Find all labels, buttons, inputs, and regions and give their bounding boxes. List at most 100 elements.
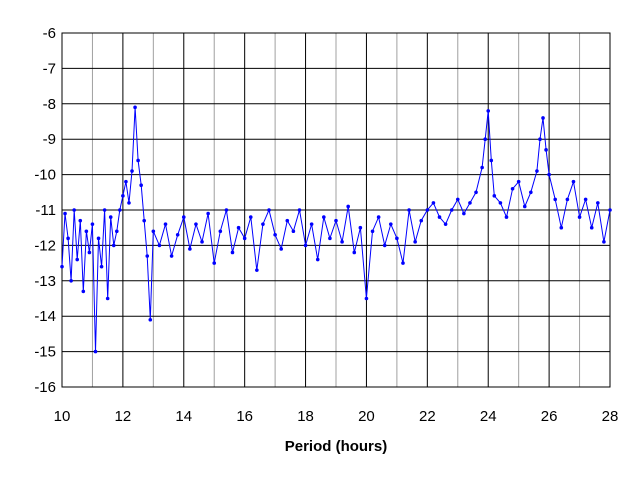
data-point xyxy=(124,179,128,184)
data-point xyxy=(163,222,168,226)
data-point xyxy=(285,218,290,223)
data-point xyxy=(169,254,174,258)
data-point xyxy=(279,247,284,251)
data-point xyxy=(66,236,70,241)
data-point xyxy=(559,225,564,230)
data-point xyxy=(60,264,64,269)
data-point xyxy=(148,317,153,322)
data-point xyxy=(212,261,217,265)
y-tick-label: -7 xyxy=(43,60,56,77)
data-point xyxy=(218,229,223,234)
x-tick-label: 28 xyxy=(602,408,619,425)
data-point xyxy=(596,201,600,205)
data-point xyxy=(248,215,253,219)
data-point xyxy=(63,211,67,216)
data-series xyxy=(60,105,612,354)
major-gridlines xyxy=(61,32,611,388)
data-point xyxy=(401,261,405,265)
y-tick-label: -6 xyxy=(43,25,56,42)
data-point xyxy=(565,197,570,202)
data-point xyxy=(102,208,107,212)
y-tick-label: -14 xyxy=(34,308,56,325)
data-point xyxy=(200,240,204,244)
data-point xyxy=(395,236,399,241)
data-point xyxy=(328,236,332,241)
data-point xyxy=(553,197,557,202)
data-point xyxy=(99,264,104,269)
data-point xyxy=(431,201,436,205)
y-tick-label: -11 xyxy=(35,202,56,219)
data-point xyxy=(376,215,381,219)
data-point xyxy=(608,208,612,212)
data-point xyxy=(69,279,73,283)
data-point xyxy=(382,243,387,248)
data-point xyxy=(230,250,235,255)
data-point xyxy=(480,165,484,170)
data-point xyxy=(535,169,539,173)
data-point xyxy=(273,232,277,237)
x-tick-label: 10 xyxy=(54,408,71,425)
data-point xyxy=(544,148,548,152)
x-tick-label: 14 xyxy=(175,408,192,425)
x-tick-label: 16 xyxy=(236,408,253,425)
data-point xyxy=(87,250,92,255)
data-point xyxy=(206,211,210,216)
data-point xyxy=(413,240,417,244)
data-point xyxy=(111,243,116,248)
data-point xyxy=(468,201,472,205)
data-point xyxy=(541,116,545,120)
data-point xyxy=(547,172,551,177)
y-tick-label: -15 xyxy=(34,344,56,361)
data-point xyxy=(224,208,229,212)
data-point xyxy=(334,218,338,223)
data-point xyxy=(443,222,448,226)
data-point xyxy=(108,215,113,219)
data-point xyxy=(139,183,143,188)
series-line xyxy=(61,107,611,352)
x-tick-label: 18 xyxy=(297,408,314,425)
data-point xyxy=(483,137,487,141)
x-tick-label: 26 xyxy=(541,408,558,425)
data-point xyxy=(142,218,146,223)
data-point xyxy=(352,250,357,255)
y-tick-label: -9 xyxy=(43,131,56,148)
data-point xyxy=(370,229,375,234)
data-point xyxy=(105,296,110,301)
x-axis-title: Period (hours) xyxy=(285,438,388,455)
data-point xyxy=(81,289,86,294)
data-point xyxy=(188,247,192,251)
data-point xyxy=(130,169,134,173)
data-point xyxy=(571,179,576,184)
data-point xyxy=(577,215,582,219)
data-point xyxy=(346,204,350,209)
data-point xyxy=(78,218,83,223)
data-point xyxy=(194,222,198,226)
data-point xyxy=(583,197,588,202)
data-point xyxy=(516,179,521,184)
data-point xyxy=(121,194,125,198)
data-point xyxy=(425,208,430,212)
data-point xyxy=(72,208,76,212)
data-point xyxy=(538,137,542,141)
y-tick-label: -8 xyxy=(43,96,56,113)
data-point xyxy=(90,222,95,226)
data-point xyxy=(118,208,122,212)
data-point xyxy=(297,208,302,212)
data-point xyxy=(93,349,98,354)
data-point xyxy=(267,208,271,212)
data-point xyxy=(455,197,460,202)
data-point xyxy=(75,257,80,262)
data-point xyxy=(340,240,344,244)
data-point xyxy=(115,229,119,234)
y-tick-label: -13 xyxy=(34,273,56,290)
data-point xyxy=(492,194,497,198)
x-tick-label: 22 xyxy=(419,408,436,425)
data-point xyxy=(315,257,320,262)
data-point xyxy=(589,225,594,230)
data-point xyxy=(510,186,515,191)
data-point xyxy=(303,243,308,248)
x-axis-tick-labels: 10 12 14 16 18 20 22 24 26 28 xyxy=(54,408,619,425)
data-point xyxy=(136,158,140,163)
data-point xyxy=(127,201,131,205)
